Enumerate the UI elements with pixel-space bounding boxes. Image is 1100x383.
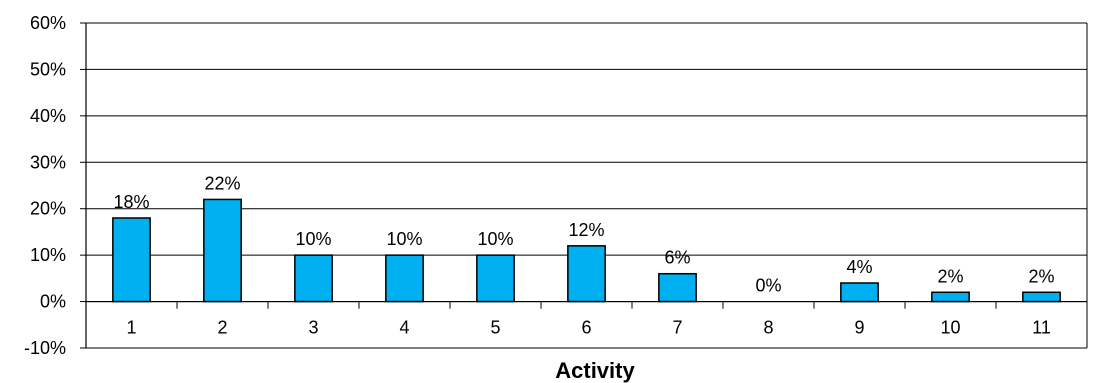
x-tick-label: 3 bbox=[308, 318, 318, 338]
y-tick-label: 50% bbox=[30, 59, 66, 79]
data-labels: 18% 22% 10% 10% 10% 12% 6% 0% 4% 2% 2% bbox=[113, 173, 1054, 295]
y-tick-labels: -10% 0% 10% 20% 30% 40% 50% 60% bbox=[24, 13, 66, 358]
bar-6 bbox=[567, 245, 606, 303]
data-label: 22% bbox=[204, 173, 240, 193]
y-tick-label: 60% bbox=[30, 13, 66, 33]
bar-7 bbox=[658, 272, 697, 303]
x-tick-label: 8 bbox=[763, 318, 773, 338]
bar-2 bbox=[203, 198, 242, 303]
data-label: 2% bbox=[1028, 266, 1054, 286]
bar-9 bbox=[840, 282, 879, 303]
bar-11 bbox=[1022, 291, 1061, 303]
y-tick-label: -10% bbox=[24, 338, 66, 358]
y-tick-label: 40% bbox=[30, 106, 66, 126]
x-tick-label: 1 bbox=[126, 318, 136, 338]
data-label: 6% bbox=[664, 248, 690, 268]
bars bbox=[112, 198, 1061, 303]
x-tick-label: 2 bbox=[217, 318, 227, 338]
bar-3 bbox=[294, 254, 333, 303]
data-label: 0% bbox=[755, 276, 781, 296]
x-tick-label: 7 bbox=[672, 318, 682, 338]
x-tick-label: 9 bbox=[854, 318, 864, 338]
x-tick-label: 4 bbox=[399, 318, 409, 338]
data-label: 4% bbox=[846, 257, 872, 277]
bar-1 bbox=[112, 217, 151, 303]
y-tick-label: 10% bbox=[30, 245, 66, 265]
data-label: 12% bbox=[568, 220, 604, 240]
y-tick-label: 20% bbox=[30, 199, 66, 219]
bar-5 bbox=[476, 254, 515, 303]
bar-10 bbox=[931, 291, 970, 303]
x-tick-label: 5 bbox=[490, 318, 500, 338]
axes bbox=[80, 22, 1088, 349]
bar-4 bbox=[385, 254, 424, 303]
x-tick-labels: 1 2 3 4 5 6 7 8 9 10 11 bbox=[126, 318, 1050, 338]
data-label: 10% bbox=[477, 229, 513, 249]
x-tick-label: 6 bbox=[581, 318, 591, 338]
data-label: 10% bbox=[386, 229, 422, 249]
x-tick-label: 10 bbox=[940, 318, 960, 338]
data-label: 18% bbox=[113, 192, 149, 212]
x-axis-title: Activity bbox=[555, 358, 635, 383]
data-label: 10% bbox=[295, 229, 331, 249]
data-label: 2% bbox=[937, 266, 963, 286]
y-tick-label: 0% bbox=[40, 292, 66, 312]
x-tick-label: 11 bbox=[1032, 318, 1051, 338]
y-tick-label: 30% bbox=[30, 152, 66, 172]
